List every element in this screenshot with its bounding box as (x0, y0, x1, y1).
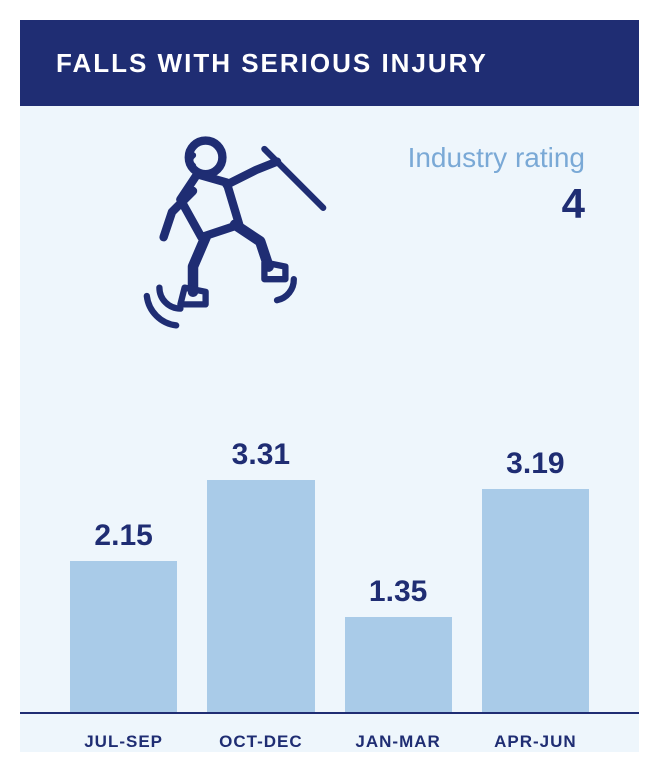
bar (482, 489, 589, 712)
x-axis-label: JUL-SEP (70, 732, 177, 752)
infographic-card: FALLS WITH SERIOUS INJURY (0, 0, 659, 772)
x-axis-label: OCT-DEC (207, 732, 314, 752)
bar (207, 480, 314, 712)
rating-label: Industry rating (408, 142, 585, 174)
x-axis-label: JAN-MAR (345, 732, 452, 752)
title-bar: FALLS WITH SERIOUS INJURY (20, 20, 639, 106)
bar (70, 561, 177, 712)
bar-value-label: 3.31 (232, 438, 290, 472)
x-axis: JUL-SEP OCT-DEC JAN-MAR APR-JUN (20, 732, 639, 752)
bar-value-label: 2.15 (94, 519, 152, 553)
bars-row: 2.15 3.31 1.35 3.19 (20, 384, 639, 714)
rating-value: 4 (408, 180, 585, 228)
bar-col: 3.31 (207, 438, 314, 712)
industry-rating: Industry rating 4 (408, 142, 585, 228)
card-title: FALLS WITH SERIOUS INJURY (56, 48, 488, 79)
bar-col: 1.35 (345, 575, 452, 712)
bar-value-label: 3.19 (506, 447, 564, 481)
falls-bar-chart: 2.15 3.31 1.35 3.19 JUL-SEP OCT-DEC JAN-MAR AP… (20, 384, 639, 752)
card-body: Industry rating 4 2.15 3.31 1.35 3.19 JUL-S… (20, 106, 639, 752)
x-axis-label: APR-JUN (482, 732, 589, 752)
bar-col: 2.15 (70, 519, 177, 712)
falling-person-icon (130, 128, 340, 338)
fall-icon-svg (130, 128, 340, 338)
bar (345, 617, 452, 712)
bar-col: 3.19 (482, 447, 589, 712)
bar-value-label: 1.35 (369, 575, 427, 609)
